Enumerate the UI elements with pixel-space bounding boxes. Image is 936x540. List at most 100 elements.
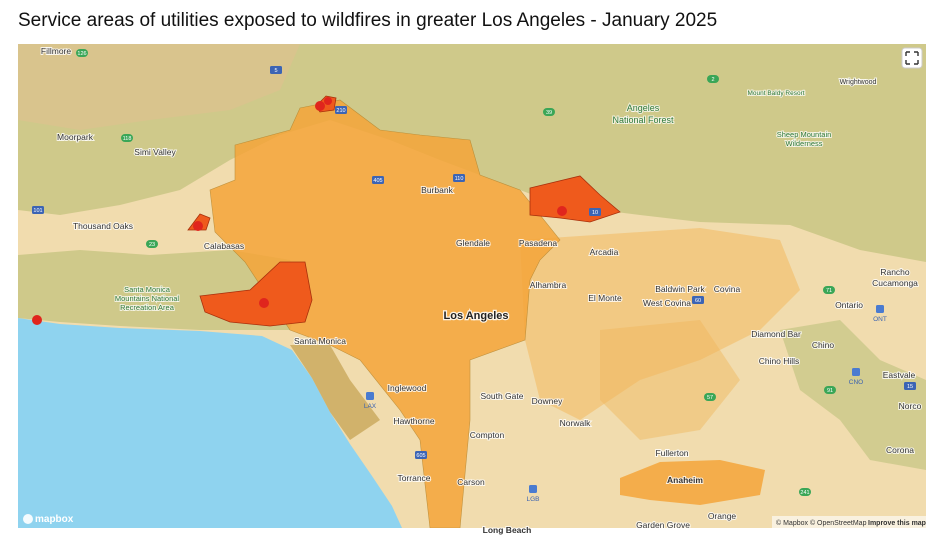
place: West Covina xyxy=(643,298,691,308)
place: Inglewood xyxy=(388,383,427,393)
airport-icon xyxy=(876,305,884,313)
road-shield xyxy=(824,386,836,394)
road-shield xyxy=(543,108,555,116)
logo-text: mapbox xyxy=(35,514,74,525)
place: Pasadena xyxy=(519,238,558,248)
place: Wrightwood xyxy=(840,79,877,86)
logo: mapbox xyxy=(23,514,74,525)
road-shield-label: 110 xyxy=(455,176,464,182)
place: Chino xyxy=(812,340,834,350)
road-shields: 126 5 2 210 118 101 23 405 110 605 57 91 71 15 60 10 241… xyxy=(32,49,916,496)
road-shield xyxy=(453,174,465,182)
place: Mount Baldy Resort xyxy=(747,90,804,97)
road-shield xyxy=(146,240,158,248)
road-shield xyxy=(904,382,916,390)
airport-icon xyxy=(852,368,860,376)
road-shield-label: 10 xyxy=(592,210,598,216)
place: Glendale xyxy=(456,238,490,248)
improve-link[interactable]: Improve this map xyxy=(868,520,926,527)
place: Thousand Oaks xyxy=(73,221,133,231)
road-shield-label: 2 xyxy=(711,77,714,83)
road-shield xyxy=(692,296,704,304)
attribution-bg xyxy=(772,516,926,528)
place: Ontario xyxy=(835,300,863,310)
road-shield-label: 15 xyxy=(907,384,913,390)
place: Alhambra xyxy=(530,280,567,290)
road-shield-label: 39 xyxy=(546,110,552,116)
place: El Monte xyxy=(588,293,622,303)
labels: Fillmore Moorpark Simi Valley Thousand O… xyxy=(40,45,923,536)
road-shield-label: 118 xyxy=(123,136,132,142)
hills xyxy=(18,44,300,130)
airports: LAX LGB ONT CNO xyxy=(364,305,887,503)
road-shield-label: 605 xyxy=(416,453,425,459)
park: Angeles xyxy=(627,103,660,113)
road-shield xyxy=(823,286,835,294)
place: Torrance xyxy=(397,473,430,483)
road-shield xyxy=(335,106,347,114)
road-shield-label: 126 xyxy=(77,51,86,57)
place: Moorpark xyxy=(57,132,94,142)
place: Fillmore xyxy=(41,46,71,56)
place: Fullerton xyxy=(655,448,688,458)
road-shield-label: 60 xyxy=(695,298,701,304)
place: Burbank xyxy=(421,185,453,195)
road-shield-label: 71 xyxy=(826,288,832,294)
park: Santa Monica xyxy=(124,285,171,294)
road-shield-label: 405 xyxy=(373,178,382,184)
place: Corona xyxy=(886,445,914,455)
airport-label: LGB xyxy=(526,496,539,503)
place: Arcadia xyxy=(590,247,619,257)
place: Norco xyxy=(899,401,922,411)
airport-label: LAX xyxy=(364,403,377,410)
park: Wilderness xyxy=(785,139,822,148)
place: Baldwin Park xyxy=(655,284,705,294)
place: Long Beach xyxy=(483,525,532,535)
place: Hawthorne xyxy=(393,416,434,426)
park: National Forest xyxy=(612,115,674,125)
road-shield xyxy=(704,393,716,401)
la-service-area xyxy=(209,99,561,528)
road-shield-label: 23 xyxy=(149,242,155,248)
place: Eastvale xyxy=(883,370,916,380)
place: Compton xyxy=(470,430,505,440)
road-shield xyxy=(76,49,88,57)
place: South Gate xyxy=(480,391,523,401)
place: Norwalk xyxy=(560,418,591,428)
ocean xyxy=(18,318,402,528)
place: Diamond Bar xyxy=(751,329,801,339)
road-shield xyxy=(415,451,427,459)
road-shield xyxy=(589,208,601,216)
road-shield xyxy=(121,134,133,142)
road-shield-label: 5 xyxy=(274,68,277,74)
road-shield-label: 101 xyxy=(33,208,42,214)
road-shield xyxy=(799,488,811,496)
title: Service areas of utilities exposed to wi… xyxy=(18,10,717,31)
chino-hills xyxy=(780,320,926,470)
place: Simi Valley xyxy=(134,147,176,157)
road-shield xyxy=(32,206,44,214)
road-shield-label: 91 xyxy=(827,388,833,394)
place: Carson xyxy=(457,477,485,487)
airport-label: ONT xyxy=(873,316,887,323)
place: Anaheim xyxy=(667,475,703,485)
road-shield-label: 210 xyxy=(336,108,345,114)
map xyxy=(18,44,926,528)
park: Mountains National xyxy=(115,294,180,303)
road-shield-label: 241 xyxy=(800,490,809,496)
place: Santa Monica xyxy=(294,336,346,346)
place: Orange xyxy=(708,511,737,521)
place: Rancho xyxy=(880,267,910,277)
airport-icon xyxy=(529,485,537,493)
fullscreen-button[interactable] xyxy=(901,47,923,69)
airport-label: CNO xyxy=(849,379,863,386)
place: Covina xyxy=(714,284,741,294)
road-shield xyxy=(707,75,719,83)
road-shield xyxy=(372,176,384,184)
anaheim-area xyxy=(620,460,765,505)
road-shield-label: 57 xyxy=(707,395,713,401)
park: Sheep Mountain xyxy=(777,130,832,139)
place: Downey xyxy=(532,396,563,406)
palisades-fire xyxy=(199,261,313,327)
